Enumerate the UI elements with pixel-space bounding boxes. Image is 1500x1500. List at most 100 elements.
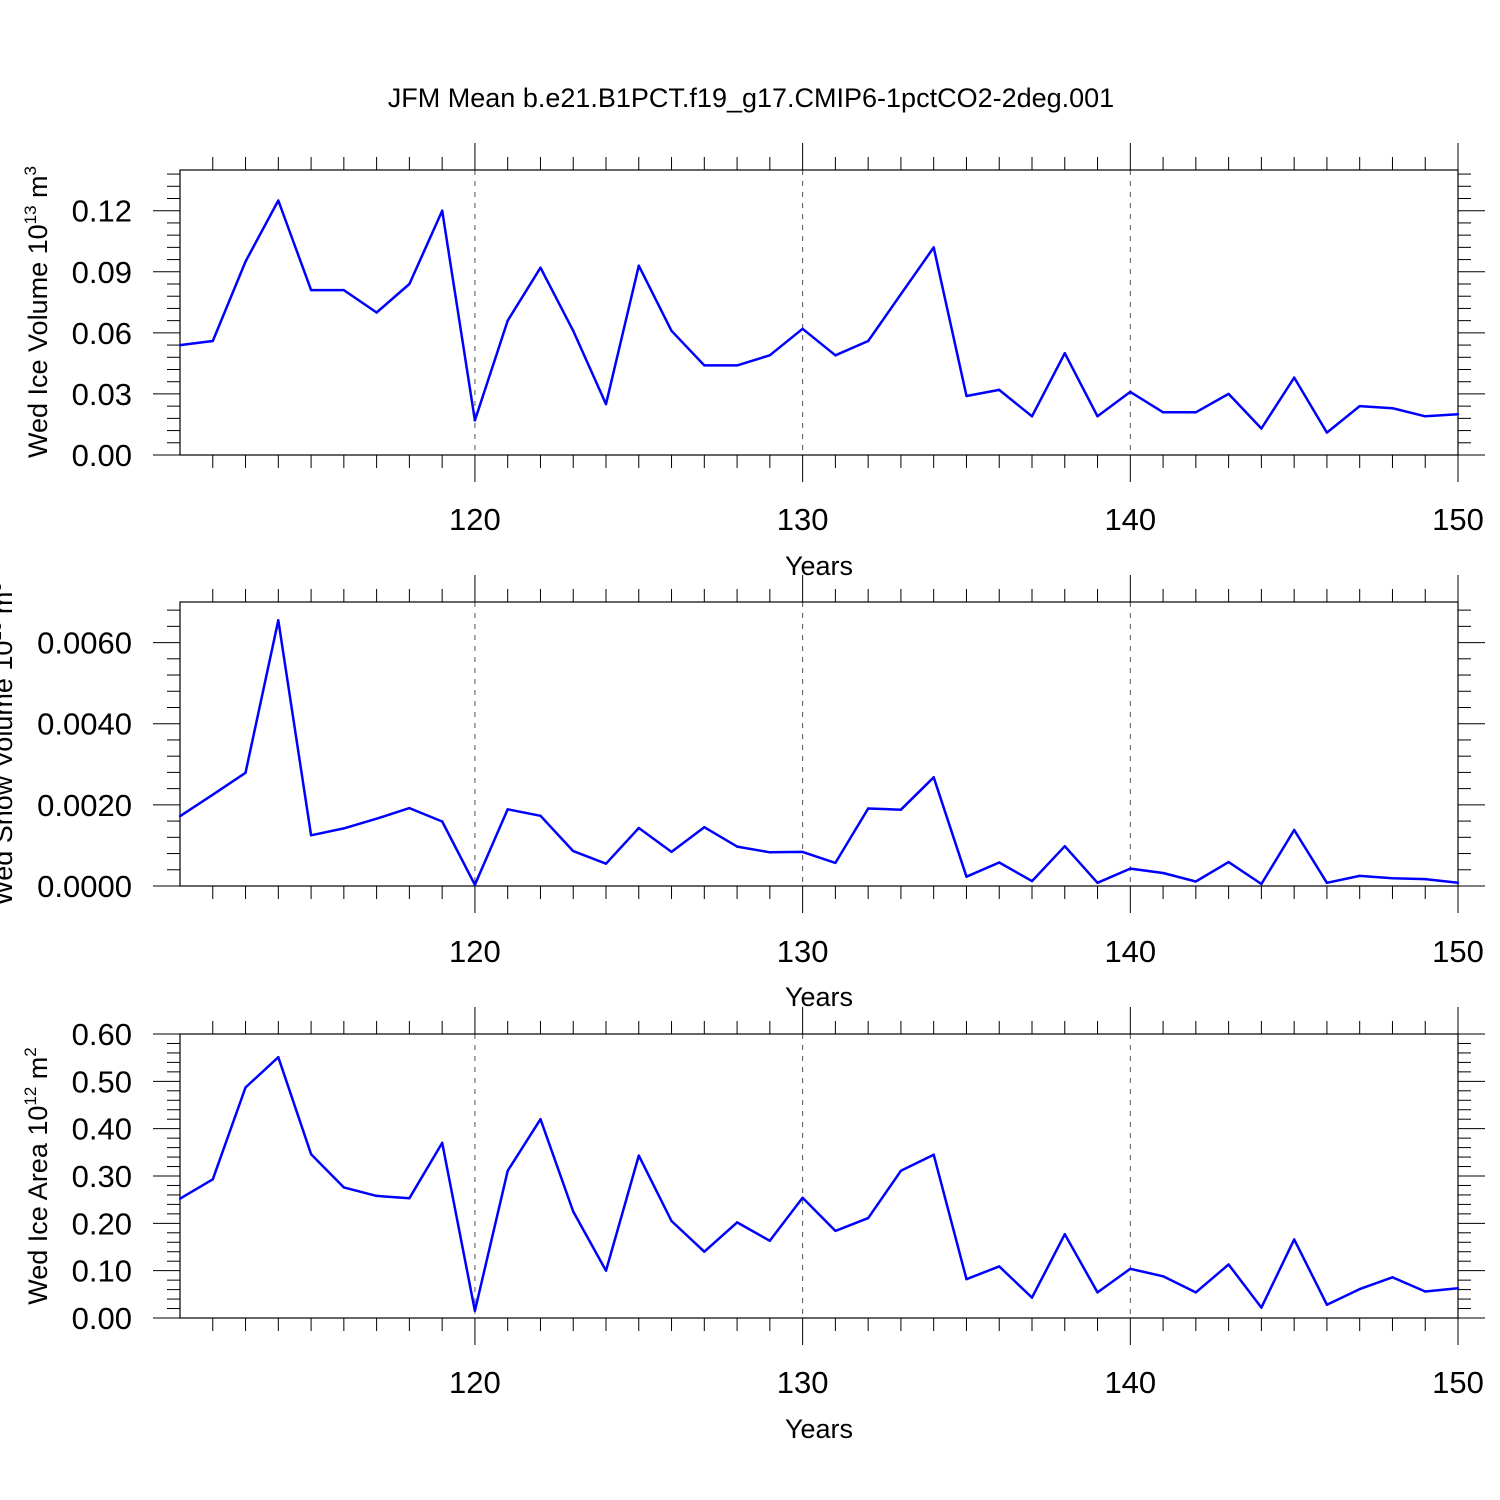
data-point xyxy=(1161,1275,1165,1278)
data-point xyxy=(1424,877,1427,881)
data-point xyxy=(1096,415,1099,418)
panel-2: 0.0000 0.0020 0.0040 0.0060 120 130 140 150 Year… xyxy=(0,575,1485,1012)
y-tick-label: 0.50 xyxy=(72,1064,132,1099)
x-tick-label: 140 xyxy=(1104,1365,1156,1400)
plot-frame xyxy=(179,1033,1459,1319)
data-point xyxy=(998,861,1001,864)
data-point xyxy=(1456,413,1460,416)
data-point xyxy=(539,814,542,818)
data-point xyxy=(211,339,214,343)
data-point xyxy=(703,1250,706,1253)
data-point xyxy=(1391,877,1394,880)
data-point xyxy=(1325,881,1329,884)
data-point xyxy=(637,1154,640,1157)
x-tick-label: 150 xyxy=(1432,502,1484,537)
data-point xyxy=(735,845,739,848)
y-axis-title: Wed Ice Area 1012 m2 xyxy=(21,1047,53,1305)
data-point xyxy=(1456,1286,1460,1290)
data-point xyxy=(768,1239,772,1243)
data-point xyxy=(277,199,280,202)
series-line xyxy=(179,1055,1459,1313)
data-point xyxy=(899,808,903,811)
y-tick-label: 0.12 xyxy=(72,194,132,229)
data-point xyxy=(1260,427,1263,430)
data-point xyxy=(1129,390,1132,394)
data-point xyxy=(735,364,739,367)
panel-3: 0.00 0.10 0.20 0.30 0.40 0.50 0.60 120 130 140 150… xyxy=(21,1007,1485,1444)
y-tick-label: 0.0060 xyxy=(37,626,132,661)
x-tick-label: 150 xyxy=(1432,1365,1484,1400)
data-point xyxy=(408,1197,411,1200)
data-point xyxy=(932,246,935,249)
y-axis-title-part: Wed Snow Volume 10 xyxy=(0,641,18,906)
data-point xyxy=(998,1265,1001,1268)
data-point xyxy=(572,1210,575,1213)
data-point xyxy=(866,1216,870,1220)
data-point xyxy=(244,1086,247,1089)
y-axis-title-part: m xyxy=(0,592,18,622)
data-point xyxy=(801,1196,804,1199)
x-tick-label: 120 xyxy=(449,1365,501,1400)
data-point xyxy=(1391,406,1394,410)
y-tick-label: 0.00 xyxy=(72,438,132,473)
data-point xyxy=(375,311,378,314)
data-point xyxy=(1030,1296,1034,1299)
data-point xyxy=(506,319,509,322)
y-axis-title-part: m xyxy=(23,1057,53,1087)
y-axis-title-part: m xyxy=(23,175,53,205)
x-axis-title: Years xyxy=(785,551,853,581)
data-point xyxy=(1096,881,1099,884)
data-point xyxy=(1129,867,1132,870)
x-tick-label: 140 xyxy=(1104,934,1156,969)
data-point xyxy=(506,808,509,811)
data-point xyxy=(1260,882,1263,886)
y-axis-title-part: Wed Ice Area 10 xyxy=(23,1106,53,1305)
data-point xyxy=(1063,352,1066,355)
data-point xyxy=(1227,392,1230,396)
data-point xyxy=(506,1169,509,1172)
data-point xyxy=(277,619,280,622)
data-point xyxy=(1063,1233,1066,1236)
x-tick-label: 140 xyxy=(1104,502,1156,537)
data-point xyxy=(703,364,706,367)
data-point xyxy=(1194,880,1198,883)
data-point xyxy=(1227,860,1230,864)
data-point xyxy=(998,388,1001,392)
x-tick-label: 130 xyxy=(777,502,829,537)
data-point xyxy=(1358,874,1361,878)
data-point xyxy=(670,1219,673,1223)
data-point xyxy=(342,1186,346,1189)
data-point xyxy=(1194,1291,1198,1294)
data-point xyxy=(309,834,313,837)
data-point xyxy=(932,1153,935,1156)
y-axis-title-superscript: 13 xyxy=(21,205,40,224)
data-point xyxy=(834,354,837,357)
data-point xyxy=(670,850,673,854)
data-point xyxy=(473,883,477,886)
y-tick-label: 0.20 xyxy=(72,1206,132,1241)
data-point xyxy=(375,817,378,820)
data-point xyxy=(277,1055,280,1059)
data-point xyxy=(244,260,247,263)
data-point xyxy=(1129,1267,1132,1270)
data-point xyxy=(244,771,247,775)
y-tick-label: 0.03 xyxy=(72,377,132,412)
data-point xyxy=(801,327,804,330)
y-axis-title: Wed Ice Volume 1013 m3 xyxy=(21,166,53,458)
x-axis-title: Years xyxy=(785,1414,853,1444)
data-point xyxy=(965,1277,968,1281)
data-point xyxy=(572,849,575,853)
data-point xyxy=(1260,1306,1263,1309)
data-point xyxy=(342,288,346,292)
data-point xyxy=(1358,1287,1361,1291)
data-point xyxy=(866,339,870,343)
y-tick-label: 0.0040 xyxy=(37,707,132,742)
y-tick-label: 0.0020 xyxy=(37,788,132,823)
y-axis-title-part: Wed Ice Volume 10 xyxy=(23,224,53,458)
data-point xyxy=(1292,376,1296,379)
data-point xyxy=(801,850,804,854)
data-point xyxy=(375,1194,378,1198)
data-point xyxy=(440,820,444,823)
data-point xyxy=(473,1309,477,1313)
data-point xyxy=(408,282,411,286)
